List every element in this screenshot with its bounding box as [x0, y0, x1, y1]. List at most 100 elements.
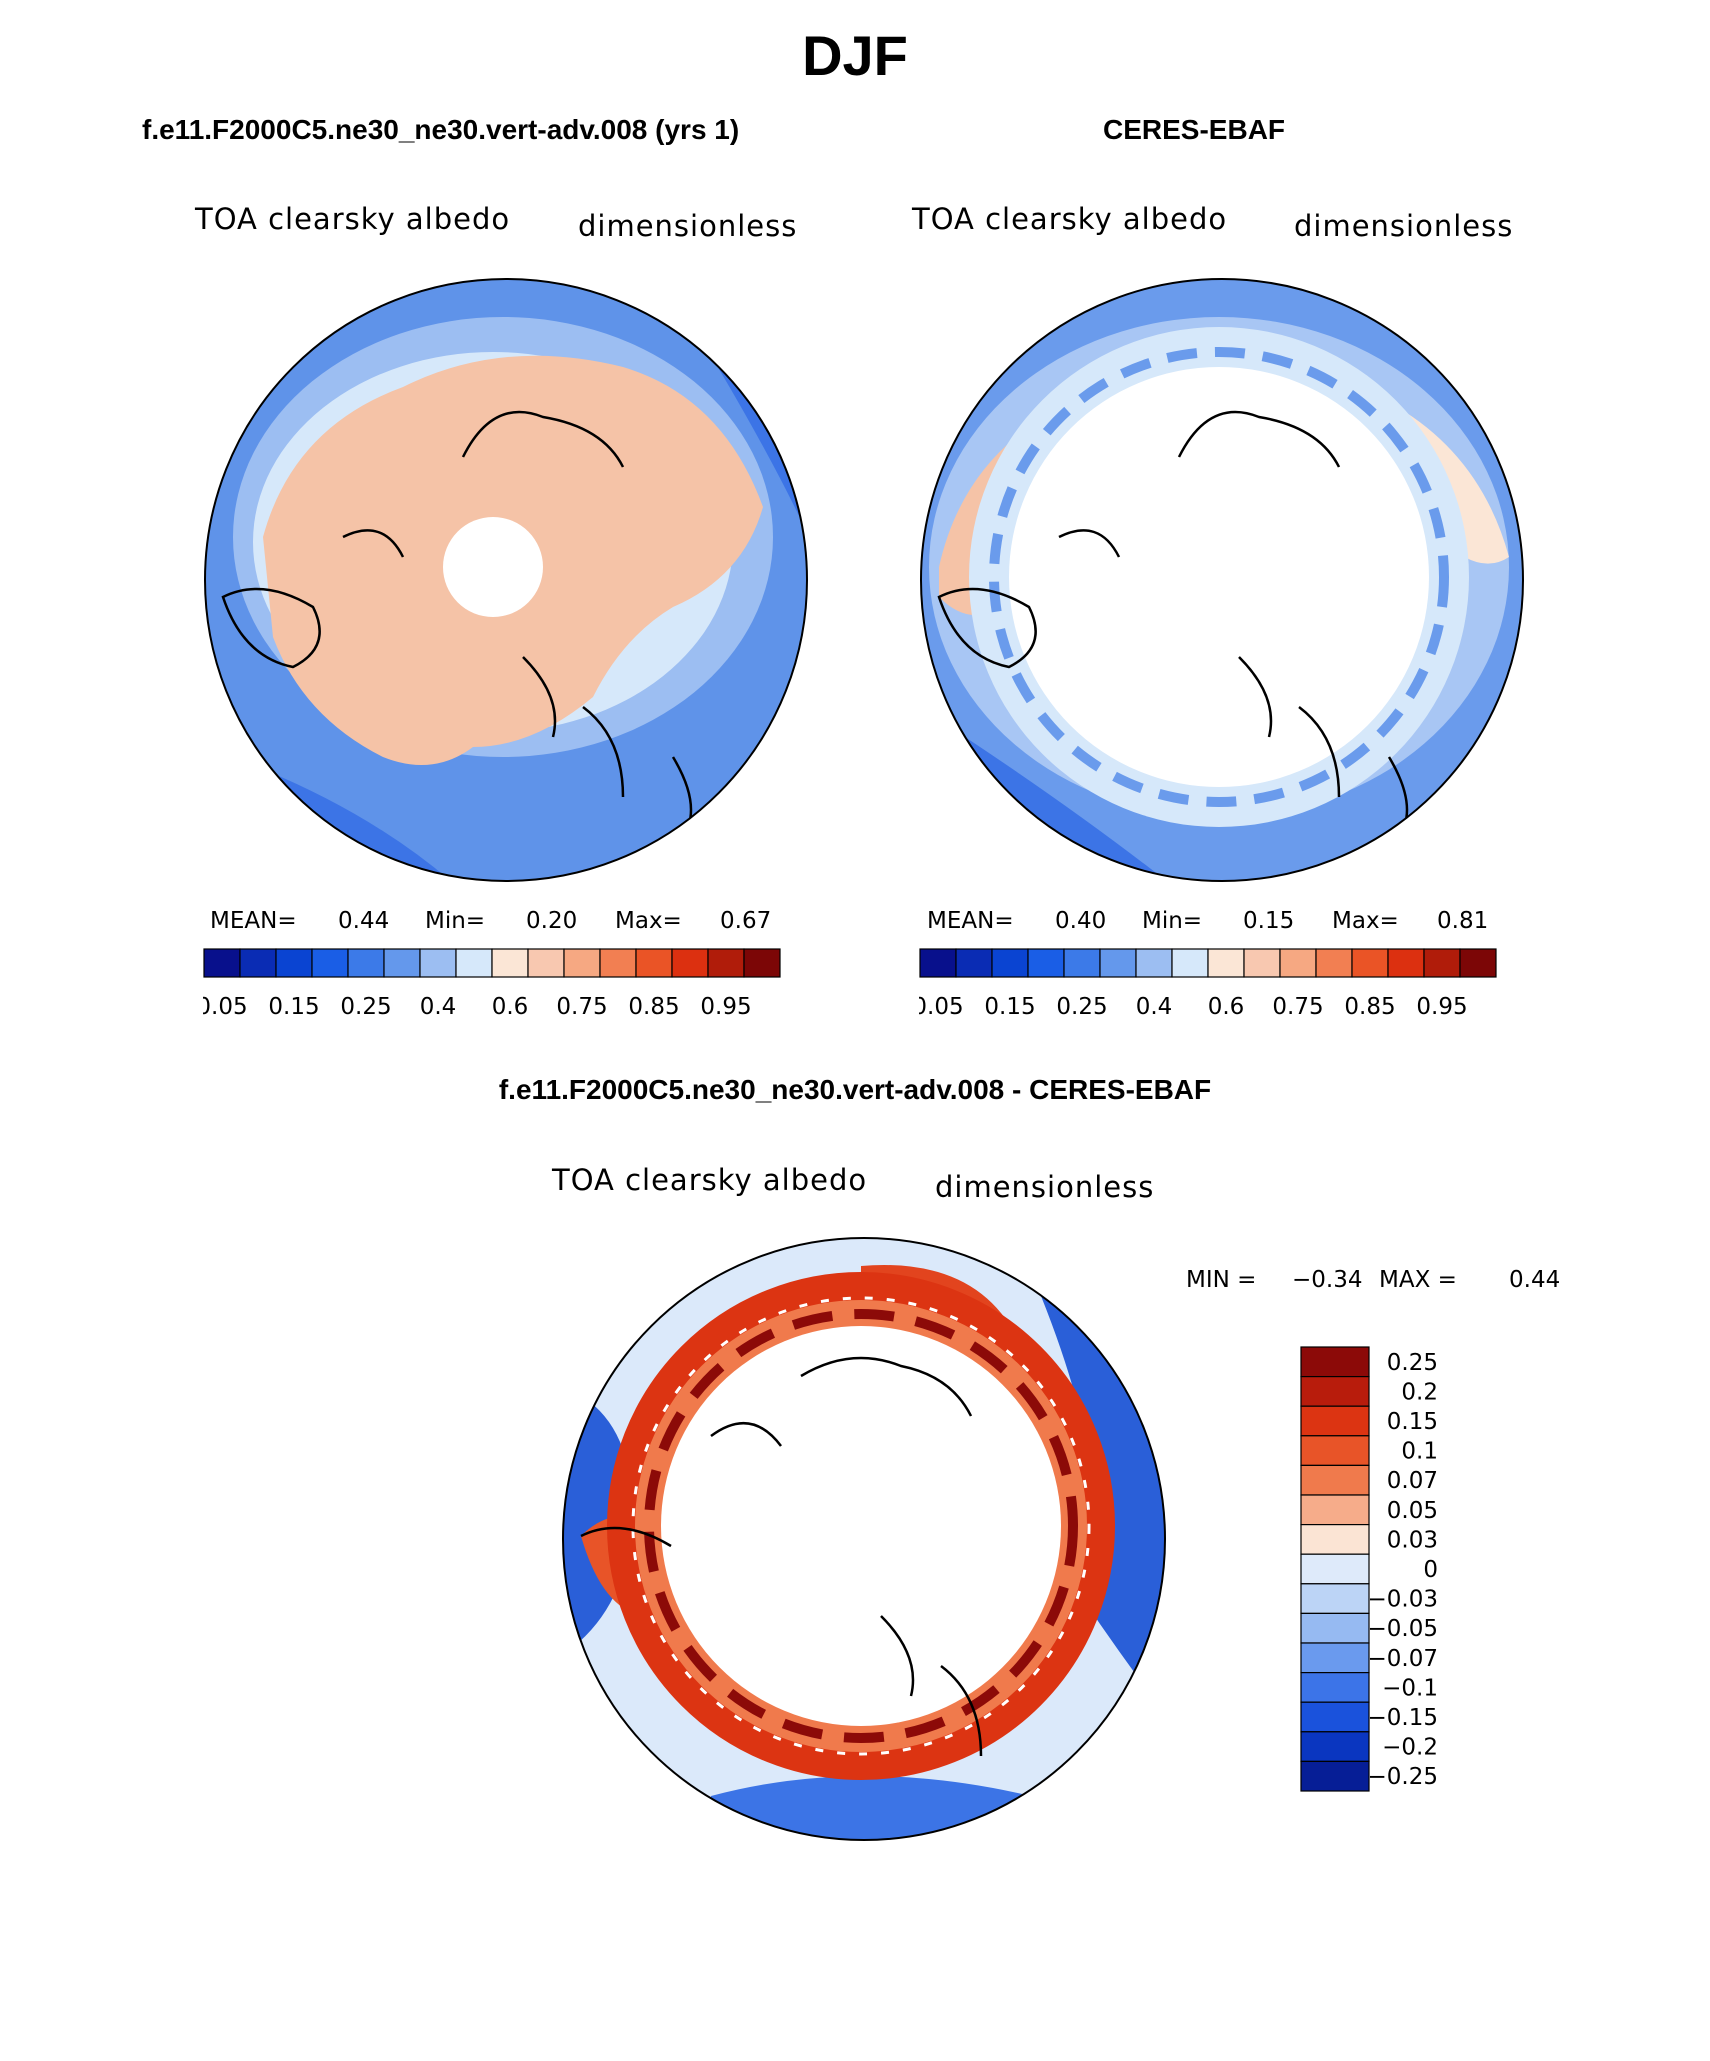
panel-1-min-label: Min= — [425, 908, 486, 934]
diff-colorbar-swatch — [1300, 1583, 1370, 1615]
panel-2-colorbar-swatch — [1387, 948, 1425, 978]
panel-2-colorbar-label: 0.85 — [1344, 994, 1395, 1020]
panel-1-colorbar-swatch — [707, 948, 745, 978]
diff-missing-data-region — [661, 1326, 1061, 1726]
panel-1-colorbar-label: 0.6 — [492, 994, 529, 1020]
panel-1-colorbar-swatch — [347, 948, 385, 978]
panel-2-colorbar-label: 0.05 — [919, 994, 964, 1020]
diff-colorbar-swatch — [1300, 1553, 1370, 1585]
panel-2-colorbar-swatch — [955, 948, 993, 978]
panel-2-min-value: 0.15 — [1243, 908, 1295, 934]
panel-2-colorbar-swatch — [1315, 948, 1353, 978]
diff-colorbar: 0.25 0.2 0.15 0.1 0.07 0.05 0.03 0 −0.03 −0.05 −0.… — [1300, 1346, 1438, 1792]
diff-colorbar-label: −0.1 — [1382, 1675, 1438, 1701]
diff-max-label: MAX = — [1379, 1267, 1457, 1293]
panel-1-colorbar-swatch — [239, 948, 277, 978]
panel-1-max-label: Max= — [615, 908, 682, 934]
diff-colorbar-swatch — [1300, 1494, 1370, 1526]
diff-colorbar-swatch — [1300, 1701, 1370, 1733]
panel-1-colorbar-label: 0.25 — [340, 994, 391, 1020]
panel-2-colorbar-swatch — [1171, 948, 1209, 978]
panel-1-colorbar: 0.05 0.15 0.25 0.4 0.6 0.75 0.85 0.95 — [203, 948, 781, 1020]
panel-1-colorbar-swatch — [743, 948, 781, 978]
diff-units-label: dimensionless — [935, 1170, 1155, 1204]
diff-colorbar-swatch — [1300, 1760, 1370, 1792]
panel-1-colorbar-swatch — [527, 948, 565, 978]
diff-colorbar-swatch — [1300, 1464, 1370, 1496]
diff-colorbar-label: −0.07 — [1368, 1646, 1438, 1672]
panel-1-colorbar-swatch — [635, 948, 673, 978]
diff-edge-artifact-ring — [644, 1309, 1078, 1743]
diff-colorbar-swatch — [1300, 1731, 1370, 1762]
panel-2-min-label: Min= — [1142, 908, 1203, 934]
panel-1-colorbar-label: 0.4 — [420, 994, 457, 1020]
panel-2-colorbar-label: 0.75 — [1272, 994, 1323, 1020]
page-title: DJF — [802, 24, 908, 87]
panel-1-colorbar-swatch — [563, 948, 601, 978]
diff-min-value: −0.34 — [1292, 1267, 1363, 1293]
panel-1-colorbar-label: 0.95 — [700, 994, 751, 1020]
diff-panel-title: f.e11.F2000C5.ne30_ne30.vert-adv.008 - C… — [498, 1074, 1212, 1105]
diff-colorbar-swatch — [1300, 1524, 1370, 1555]
panel-1-missing-data-pole — [443, 517, 543, 617]
panel-2-mean-value: 0.40 — [1055, 908, 1107, 934]
panel-2-colorbar-swatch — [1207, 948, 1245, 978]
panel-1-colorbar-swatch — [419, 948, 457, 978]
panel-1-stats: MEAN= 0.44 Min= 0.20 Max= 0.67 — [210, 908, 780, 938]
panel-2-stats: MEAN= 0.40 Min= 0.15 Max= 0.81 — [927, 908, 1497, 938]
diff-colorbar-label: −0.2 — [1382, 1735, 1438, 1761]
panel-1-variable-label: TOA clearsky albedo — [195, 202, 511, 236]
panel-2-colorbar-label: 0.15 — [984, 994, 1035, 1020]
panel-2-colorbar-label: 0.25 — [1056, 994, 1107, 1020]
panel-1-polar-map — [204, 278, 808, 882]
panel-1-mean-label: MEAN= — [210, 908, 297, 934]
panel-2-title: CERES-EBAF — [1103, 114, 1286, 145]
panel-1-colorbar-label: 0.15 — [268, 994, 319, 1020]
panel-1-title: f.e11.F2000C5.ne30_ne30.vert-adv.008 (yr… — [142, 114, 740, 145]
diff-colorbar-label: 0.2 — [1401, 1379, 1438, 1405]
panel-1-colorbar-swatch — [383, 948, 421, 978]
panel-1-colorbar-swatch — [491, 948, 529, 978]
diff-colorbar-label: 0.15 — [1387, 1409, 1438, 1435]
panel-2-colorbar: 0.05 0.15 0.25 0.4 0.6 0.75 0.85 0.95 — [919, 948, 1497, 1020]
diff-colorbar-swatch — [1300, 1672, 1370, 1703]
panel-2-colorbar-swatch — [1423, 948, 1461, 978]
panel-2-units-label: dimensionless — [1294, 209, 1514, 243]
diff-max-value: 0.44 — [1509, 1267, 1561, 1293]
panel-1-units-label: dimensionless — [578, 209, 798, 243]
panel-2-mean-label: MEAN= — [927, 908, 1014, 934]
panel-2-variable-label: TOA clearsky albedo — [912, 202, 1228, 236]
diff-colorbar-swatch — [1300, 1405, 1370, 1437]
panel-2-colorbar-label: 0.6 — [1208, 994, 1245, 1020]
panel-1-colorbar-swatch — [311, 948, 349, 978]
panel-2-colorbar-label: 0.95 — [1416, 994, 1467, 1020]
panel-2-colorbar-swatch — [1459, 948, 1497, 978]
panel-1-colorbar-label: 0.05 — [203, 994, 248, 1020]
diff-variable-label: TOA clearsky albedo — [552, 1163, 868, 1197]
panel-2-colorbar-swatch — [919, 948, 957, 978]
diff-colorbar-label: −0.15 — [1368, 1705, 1438, 1731]
panel-2-polar-map — [920, 278, 1524, 882]
panel-2-colorbar-swatch — [1063, 948, 1101, 978]
panel-2-colorbar-swatch — [1135, 948, 1173, 978]
diff-colorbar-label: 0 — [1423, 1557, 1438, 1583]
diff-colorbar-label: 0.05 — [1387, 1498, 1438, 1524]
diff-colorbar-swatch — [1300, 1612, 1370, 1644]
panel-2-max-value: 0.81 — [1437, 908, 1489, 934]
diff-colorbar-label: −0.03 — [1368, 1587, 1438, 1613]
diff-colorbar-swatch — [1300, 1435, 1370, 1467]
panel-2-data-edge-ring — [989, 347, 1449, 807]
diff-min-label: MIN = — [1186, 1267, 1257, 1293]
diff-colorbar-swatch — [1300, 1642, 1370, 1674]
panel-2-colorbar-swatch — [991, 948, 1029, 978]
panel-1-mean-value: 0.44 — [338, 908, 390, 934]
panel-1-colorbar-label: 0.85 — [628, 994, 679, 1020]
panel-2-missing-data-region — [1009, 367, 1429, 787]
panel-2-colorbar-label: 0.4 — [1136, 994, 1173, 1020]
diff-minmax: MIN = −0.34 MAX = 0.44 — [1186, 1267, 1586, 1297]
diff-colorbar-label: 0.1 — [1401, 1439, 1438, 1465]
panel-1-min-value: 0.20 — [526, 908, 578, 934]
diff-colorbar-swatch — [1300, 1346, 1370, 1378]
panel-2-colorbar-swatch — [1279, 948, 1317, 978]
panel-2-colorbar-swatch — [1351, 948, 1389, 978]
